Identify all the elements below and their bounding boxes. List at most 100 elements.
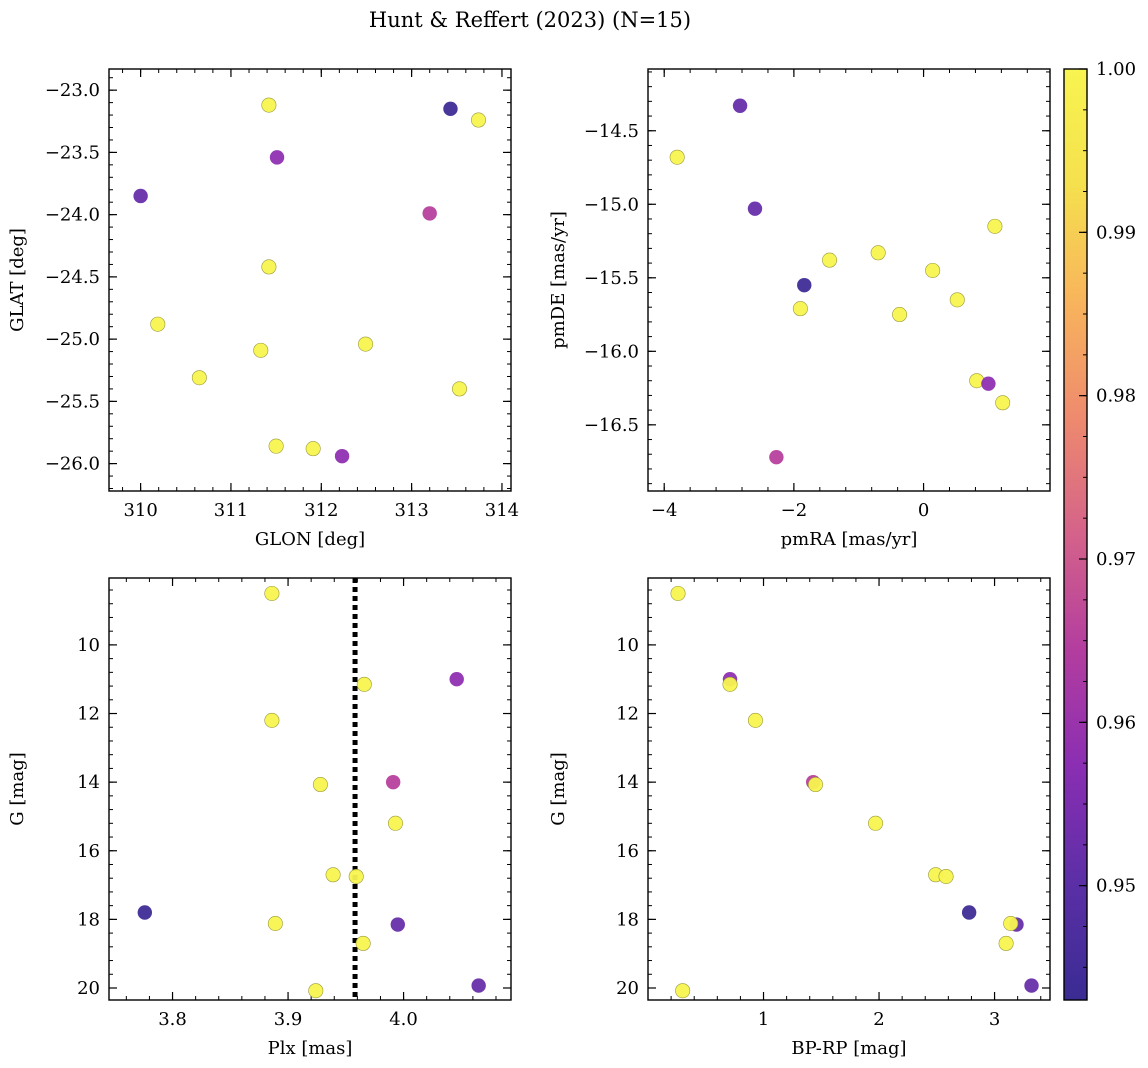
scatter-point	[264, 585, 280, 601]
scatter-point	[264, 712, 280, 728]
y-tick-label: −23.0	[45, 80, 100, 101]
scatter-point	[797, 277, 812, 293]
y-tick-label: 14	[77, 772, 100, 793]
axes-frame	[647, 68, 1051, 492]
axes-frame	[108, 577, 512, 1001]
y-tick-label: −25.5	[45, 391, 100, 412]
scatter-point	[325, 867, 341, 883]
x-tick-label: 3.8	[158, 1009, 187, 1030]
scatter-point	[949, 292, 965, 308]
x-axis-label: Plx [mas]	[268, 1038, 353, 1059]
y-tick-label: −16.5	[584, 415, 639, 436]
y-axis-label: G [mag]	[548, 752, 569, 825]
scatter-point	[137, 905, 153, 920]
colorbar-tick-label: 0.99	[1096, 222, 1136, 243]
scatter-point	[995, 395, 1011, 411]
x-tick-label: 314	[485, 500, 519, 521]
scatter-point	[961, 905, 977, 920]
x-axis-label: pmRA [mas/yr]	[781, 529, 918, 550]
scatter-point	[987, 218, 1003, 234]
x-tick-label: 0	[918, 500, 929, 521]
y-tick-label: 12	[77, 704, 100, 725]
scatter-point	[998, 935, 1014, 951]
scatter-point	[675, 983, 691, 999]
y-tick-label: 12	[616, 704, 639, 725]
scatter-point	[358, 336, 374, 352]
scatter-point	[670, 585, 686, 601]
y-tick-label: −26.0	[45, 454, 100, 475]
y-axis-label: pmDE [mas/yr]	[548, 211, 569, 349]
y-tick-label: 10	[77, 635, 100, 656]
scatter-point	[925, 262, 941, 278]
y-tick-label: −25.0	[45, 329, 100, 350]
scatter-point	[253, 342, 269, 358]
figure-title: Hunt & Reffert (2023) (N=15)	[369, 8, 691, 32]
y-axis-label: GLAT [deg]	[7, 228, 28, 332]
scatter-point	[385, 774, 401, 790]
scatter-point	[261, 259, 277, 275]
scatter-point	[133, 188, 148, 204]
x-tick-label: −4	[651, 500, 678, 521]
colorbar-tick-label: 1.00	[1096, 59, 1136, 80]
scatter-point	[722, 676, 738, 692]
scatter-point	[1003, 915, 1019, 931]
panel-proper-motion: −4 −2 0 −14.5 −15.0 −15.5 −16.0 −16.5 pmRA [mas/…	[548, 68, 1051, 550]
scatter-point	[390, 917, 405, 932]
y-tick-label: 14	[616, 772, 639, 793]
scatter-point	[981, 376, 996, 391]
scatter-point	[807, 777, 823, 793]
colorbar-tick-label: 0.95	[1096, 876, 1136, 897]
scatter-point	[868, 815, 884, 831]
scatter-point	[355, 935, 371, 951]
scatter-point	[892, 307, 908, 323]
x-tick-label: 2	[873, 1009, 884, 1030]
colorbar-tick-label: 0.96	[1096, 712, 1136, 733]
scatter-point	[732, 98, 748, 113]
y-tick-label: 10	[616, 635, 639, 656]
scatter-point	[312, 777, 328, 793]
x-tick-label: −2	[781, 500, 808, 521]
colorbar-tick-label: 0.97	[1096, 549, 1136, 570]
y-tick-label: −16.0	[584, 341, 639, 362]
y-tick-label: −15.0	[584, 194, 639, 215]
y-tick-label: 16	[616, 841, 639, 862]
y-tick-label: −24.0	[45, 205, 100, 226]
axes-frame	[108, 68, 512, 492]
x-axis-label: BP-RP [mag]	[791, 1038, 906, 1059]
scatter-point	[268, 438, 284, 454]
scatter-point	[191, 370, 207, 386]
scatter-point	[938, 868, 954, 884]
y-tick-label: 20	[616, 978, 639, 999]
scatter-point	[747, 201, 763, 216]
scatter-point	[308, 983, 324, 999]
x-tick-label: 3.9	[274, 1009, 303, 1030]
x-axis-label: GLON [deg]	[255, 529, 365, 550]
x-tick-label: 310	[123, 500, 157, 521]
scatter-point	[1024, 978, 1039, 993]
scatter-point	[348, 868, 364, 884]
y-tick-label: −15.5	[584, 268, 639, 289]
scatter-point	[870, 245, 886, 261]
scatter-point	[792, 301, 808, 317]
y-axis-label: G [mag]	[7, 752, 28, 825]
scatter-point	[747, 712, 763, 728]
scatter-point	[356, 676, 372, 692]
y-tick-label: 20	[77, 978, 100, 999]
x-tick-label: 311	[214, 500, 248, 521]
y-tick-label: 18	[77, 909, 100, 930]
x-tick-label: 1	[758, 1009, 769, 1030]
y-tick-label: 16	[77, 841, 100, 862]
scatter-point	[422, 206, 437, 221]
x-tick-label: 312	[304, 500, 338, 521]
scatter-point	[471, 978, 486, 993]
y-tick-label: −23.5	[45, 142, 100, 163]
panel-sky: 310 311 312 313 314 −23.0 −23.5 −24.0 −24.5 −25.0…	[7, 68, 519, 550]
scatter-point	[470, 112, 486, 128]
y-tick-label: −14.5	[584, 121, 639, 142]
x-tick-label: 3	[989, 1009, 1000, 1030]
scatter-point	[769, 449, 784, 465]
panel-parallax-magnitude: 3.8 3.9 4.0 10 12 14 16 18 20 Plx [mas] G [mag]	[7, 577, 512, 1059]
colorbar-tick-label: 0.98	[1096, 386, 1136, 407]
